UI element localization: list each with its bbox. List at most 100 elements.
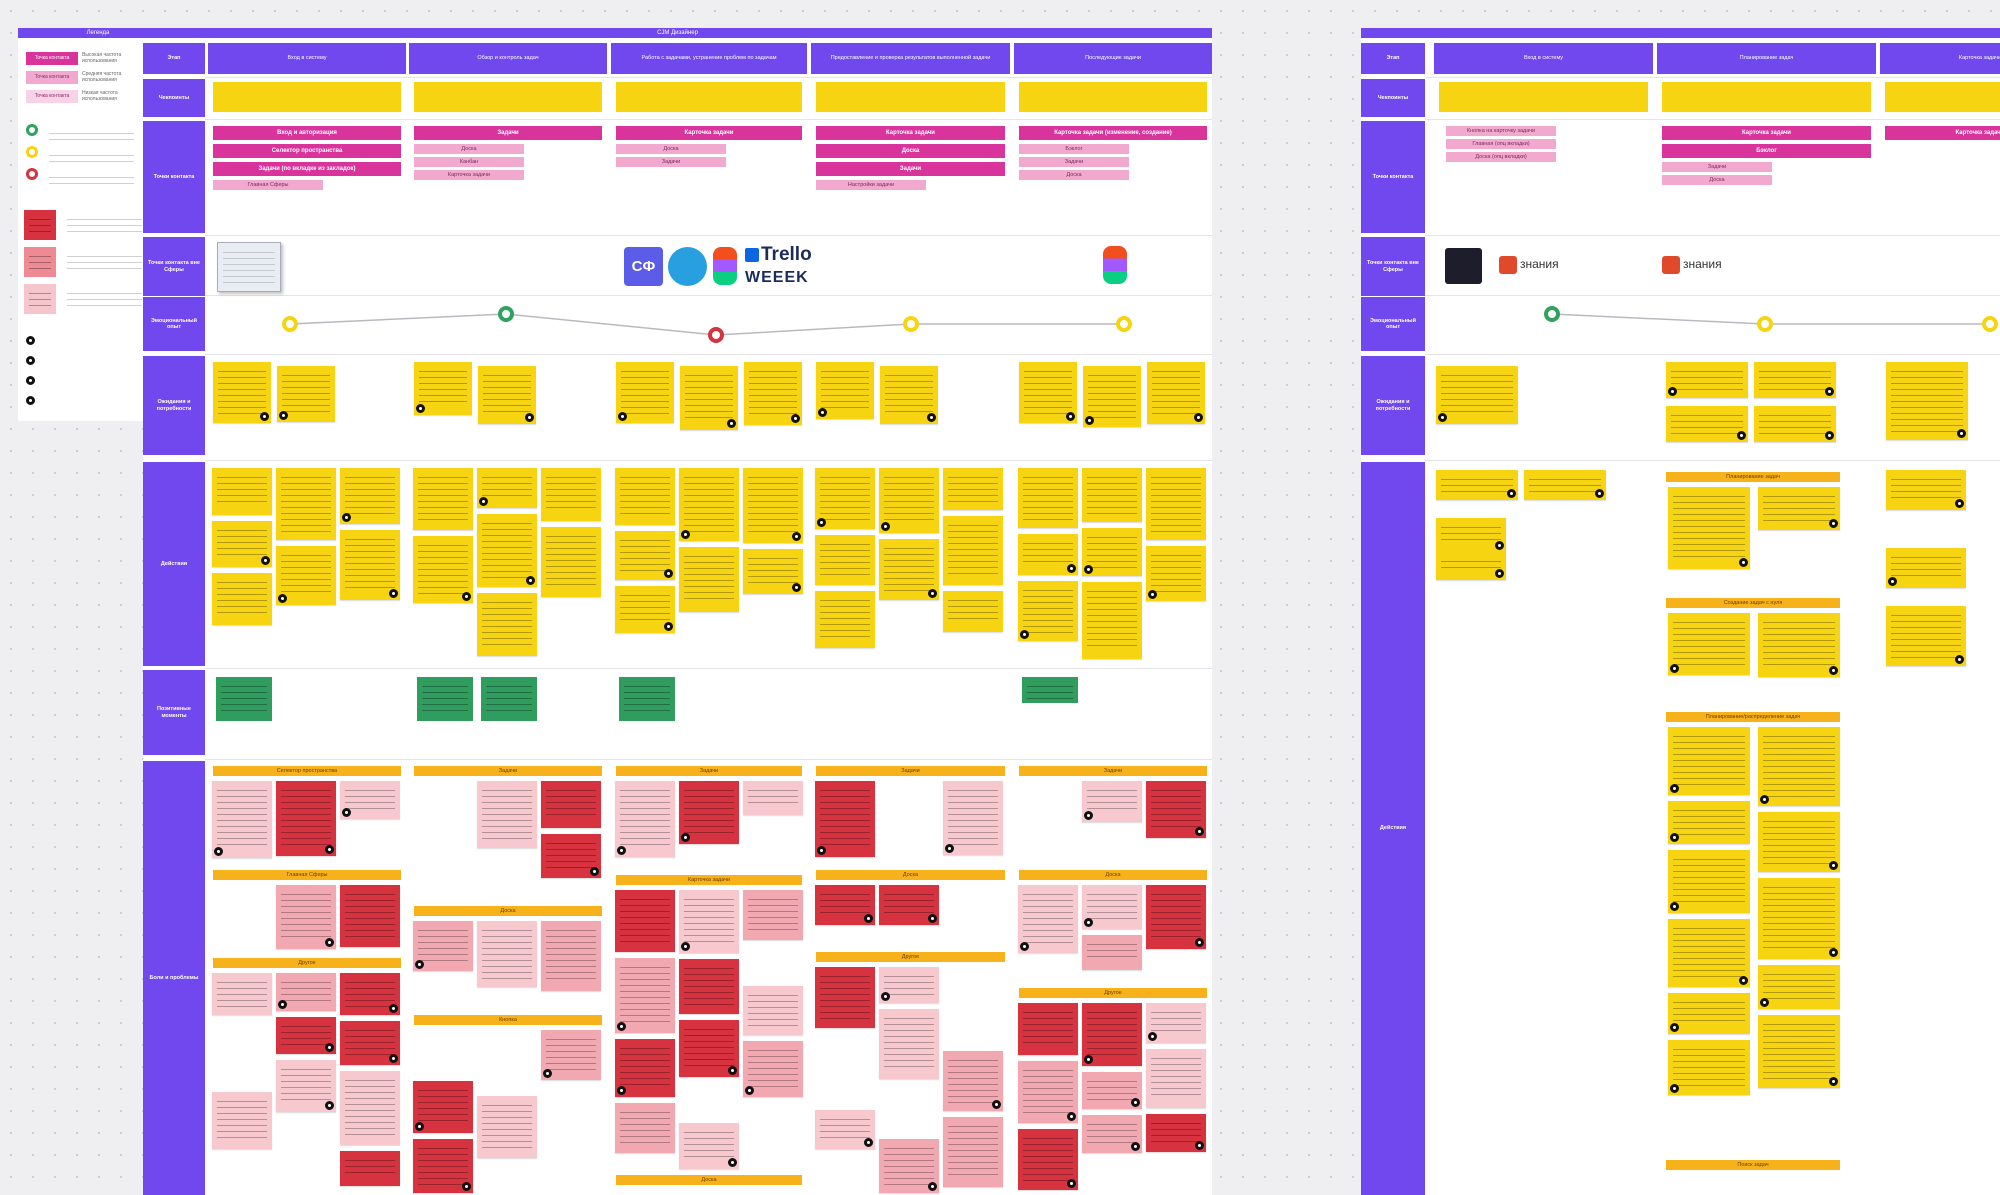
checkpoint [816,82,1005,112]
sticky-note [743,986,803,1035]
sticky-note [1754,362,1836,398]
sticky-note [815,781,875,857]
status-icon [681,833,690,842]
section-bar: Задачи [414,766,602,776]
status-icon [1495,541,1504,550]
sticky-note [943,1117,1003,1187]
section-bar: Задачи [816,766,1005,776]
sticky-note [1018,1129,1078,1190]
status-icon [26,336,35,345]
sticky-note [1668,727,1750,795]
status-icon [279,411,288,420]
sticky-note [340,885,400,947]
status-icon [415,960,424,969]
status-icon [1495,569,1504,578]
row-divider [1425,354,2000,355]
status-icon [389,589,398,598]
status-icon [728,1158,737,1167]
status-icon [1670,1023,1679,1032]
status-icon [727,419,736,428]
sticky-note [943,468,1003,510]
status-icon [1084,811,1093,820]
status-icon [1829,1077,1838,1086]
sticky-note [615,890,675,952]
touch-point-primary: Карточка задачи [1662,126,1871,140]
sticky-note [743,890,803,940]
row-label: Этап [1361,43,1425,74]
touch-point-secondary: Доска [1662,175,1772,185]
sticky-note [477,1096,537,1158]
status-icon [416,404,425,413]
status-icon [214,847,223,856]
status-icon [1131,1142,1140,1151]
section-bar: Другое [213,958,401,968]
sticky-note [1082,582,1142,659]
row-divider [1425,295,2000,296]
sticky-note [1082,1072,1142,1109]
legend-text [44,146,134,164]
sticky-note [212,1092,272,1149]
sticky-note [212,973,272,1015]
sticky-note [679,468,739,541]
status-icon [1670,784,1679,793]
sticky-note [212,781,272,858]
sticky-note [1886,470,1966,510]
status-icon [1739,558,1748,567]
status-icon [325,845,334,854]
legend-text [44,336,140,344]
sticky-note [1146,1049,1206,1108]
legend-text [44,356,140,364]
sticky-note [679,890,739,953]
status-icon [389,1004,398,1013]
sticky-note [879,885,939,925]
section-bar: Карточка задачи [616,875,802,885]
row-label: Чекпоинты [143,79,205,117]
sticky-note [1436,366,1518,424]
touch-point-secondary: Доска (опц вкладки) [1446,152,1556,162]
checkpoint [213,82,401,112]
touch-point-secondary: Канбан [414,157,524,167]
status-icon [1020,630,1029,639]
status-icon [1888,577,1897,586]
status-icon [1670,833,1679,842]
sticky-note [1524,470,1606,500]
row-label: Точки контакта вне Сферы [1361,237,1425,296]
legend-emotion-dot [26,146,38,158]
sticky-note [1668,487,1750,569]
row-label: Эмоциональный опыт [143,297,205,351]
touch-point-secondary: Задачи [1662,162,1772,172]
sticky-note [477,468,537,508]
status-icon [342,808,351,817]
section-bar: Задачи [1019,766,1207,776]
touch-point-primary: Карточка задачи [616,126,802,140]
positive-note [216,677,272,721]
sticky-note [1082,935,1142,970]
status-icon [818,408,827,417]
stage-header: Предоставление и проверка результатов вы… [811,43,1010,74]
status-icon [1084,1055,1093,1064]
status-icon [817,518,826,527]
status-icon [389,1054,398,1063]
sticky-note [1082,1003,1142,1066]
sticky-note [1146,468,1206,540]
status-icon [462,1182,471,1191]
status-icon [945,844,954,853]
sticky-note [276,781,336,856]
sticky-note [1668,801,1750,844]
row-divider [205,119,1212,120]
status-icon [1131,1098,1140,1107]
touch-point-secondary: Настройки задачи [816,180,926,190]
status-icon [745,1086,754,1095]
checkpoint [1019,82,1207,112]
touch-point-secondary: Доска [414,144,524,154]
sticky-note [340,530,400,600]
sticky-note [1668,919,1750,987]
row-divider [205,759,1212,760]
status-icon [928,589,937,598]
touch-point-secondary: Задачи [1019,157,1129,167]
checkpoint [414,82,602,112]
touch-point-secondary: Главная Сферы [213,180,323,190]
section-bar: Доска [414,906,602,916]
status-icon [1085,416,1094,425]
status-icon [26,396,35,405]
